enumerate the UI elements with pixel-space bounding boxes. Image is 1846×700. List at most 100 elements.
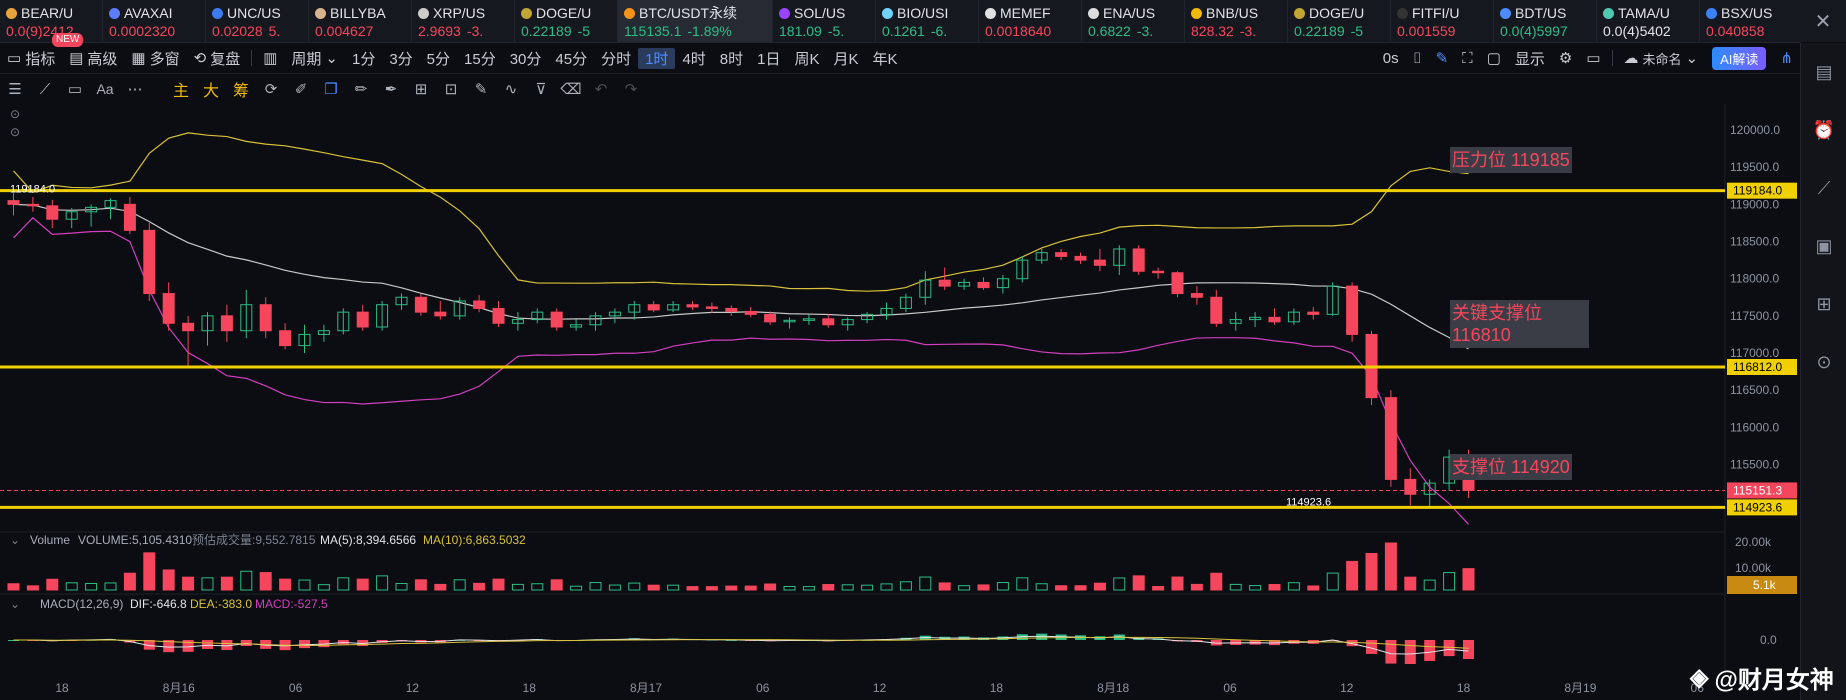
measure-icon[interactable]: ⊞ (414, 81, 428, 98)
main-chart-toggle[interactable]: 主 (172, 83, 189, 100)
advanced-button[interactable]: ▤ 高级 (62, 48, 124, 69)
ticker-item[interactable]: DOGE/U 0.22189 -5 (515, 0, 618, 42)
candle-body (162, 293, 175, 324)
pencil-icon[interactable]: ✏ (354, 81, 368, 98)
ticker-price: 0.040858 (1706, 22, 1800, 40)
connect-icon[interactable]: ⊙ (1816, 351, 1832, 372)
ticker-item[interactable]: BILLYBA 0.004627 (309, 0, 412, 42)
share-icon[interactable]: ⋔ (1780, 50, 1793, 67)
ticker-item[interactable]: UNC/US 0.02028 5. (206, 0, 309, 42)
magnet-icon[interactable]: ∿ (504, 81, 518, 98)
ticker-item[interactable]: BTC/USDT永续 115135.1 -1.89% (618, 0, 773, 42)
ticker-item[interactable]: DOGE/U 0.22189 -5 (1288, 0, 1391, 42)
interval-tab[interactable]: 8时 (719, 50, 744, 68)
layout-icon[interactable]: ▢ (1486, 50, 1501, 67)
text-icon[interactable]: Aa (96, 81, 114, 97)
price-chart[interactable]: ⊙ ⊙ 120000.0 119500.0 119000.0 118500.0 118000… (0, 104, 1800, 700)
lock-icon[interactable]: ⊡ (444, 81, 458, 98)
interval-tab[interactable]: 3分 (389, 50, 413, 68)
menu-icon[interactable]: ☰ (8, 81, 22, 98)
drawing-toolbar: ☰ ⟋ ▭ Aa ⋯ 主 大 筹 ⟳ ✐ ❐ ✏ ✒ ⊞ ⊡ ✎ ∿ ⊽ ⌫ ↶… (0, 74, 1800, 105)
fullscreen-icon[interactable]: ⛶ (1462, 49, 1473, 67)
volume-tick-label: 10.00k (1735, 561, 1772, 575)
ticker-item[interactable]: TAMA/U 0.0(4)5402 (1597, 0, 1700, 42)
volume-bar (1190, 583, 1203, 591)
interval-tab[interactable]: 1分 (351, 50, 376, 68)
ticker-symbol: BTC/USDT永续 (639, 5, 737, 21)
display-button[interactable]: 显示 (1508, 48, 1552, 69)
last-price-label-bg (1727, 482, 1797, 499)
template-icon[interactable]: ▭ (1586, 50, 1601, 67)
macd-bar (1366, 640, 1377, 654)
candle-body (279, 330, 292, 347)
ticker-item[interactable]: SOL/US 181.09 -5. (773, 0, 876, 42)
ticker-item[interactable]: BIO/USI 0.1261 -6. (876, 0, 979, 42)
ticker-item[interactable]: MEMEF 0.0018640 (979, 0, 1082, 42)
rectangle-icon[interactable]: ▭ (67, 81, 83, 98)
close-icon[interactable]: ✕ (1800, 0, 1846, 42)
macd-tick-label: 0.0 (1760, 633, 1777, 647)
brush-icon[interactable]: ✐ (294, 81, 308, 98)
ticker-item[interactable]: AVAXAI 0.0002320 (103, 0, 206, 42)
chart-type-button[interactable]: ▥ (256, 49, 284, 67)
undo-icon[interactable]: ↶ (594, 81, 608, 98)
ticker-item[interactable]: FITFI/U 0.001559 (1391, 0, 1494, 42)
filter-icon[interactable]: ⊽ (535, 81, 547, 98)
volume-bar (414, 579, 427, 591)
note-icon[interactable]: ✎ (474, 81, 488, 98)
interval-tab[interactable]: 30分 (509, 50, 542, 68)
candle-body (822, 318, 835, 326)
replay-button[interactable]: ⟲ 复盘 (187, 48, 248, 69)
sync-icon[interactable]: ⟳ (264, 81, 278, 98)
interval-tab[interactable]: 1时 (638, 47, 676, 69)
volume-bar (1113, 577, 1126, 591)
interval-tab[interactable]: 月K (833, 50, 859, 68)
indicators-button[interactable]: ▭ 指标 (0, 48, 62, 69)
interval-tab[interactable]: 5分 (426, 50, 451, 68)
interval-tab[interactable]: 1日 (757, 50, 781, 68)
redo-icon[interactable]: ↷ (624, 81, 638, 98)
ticker-price: 0.22189 -5 (521, 22, 617, 40)
candle-body (104, 200, 117, 208)
dashboard-icon[interactable]: ▣ (1815, 235, 1833, 256)
trend-icon[interactable]: ⟋ (1817, 177, 1831, 198)
ticker-change: 5. (268, 23, 281, 39)
candle-body (686, 304, 699, 308)
boll-mid-line (13, 203, 1469, 350)
pen-icon[interactable]: ✎ (1435, 50, 1449, 67)
chip-toggle[interactable]: 筹 (232, 83, 249, 100)
list-icon[interactable]: ▤ (1815, 61, 1833, 82)
big-toggle[interactable]: 大 (202, 83, 219, 100)
interval-tab[interactable]: 周K (794, 50, 820, 68)
settings-icon[interactable]: ⚙ (1558, 50, 1573, 67)
multi-window-button[interactable]: ▦ 多窗 (124, 48, 186, 69)
volume-bar (628, 582, 641, 591)
ticker-item[interactable]: BSX/US 0.040858 (1700, 0, 1800, 42)
more-icon[interactable]: ⋯ (127, 81, 143, 98)
copy-icon[interactable]: ❐ (324, 81, 338, 98)
grid-icon[interactable]: ⊞ (1816, 293, 1832, 314)
ticker-item[interactable]: XRP/US 2.9693 -3. (412, 0, 515, 42)
interval-tab[interactable]: 45分 (555, 50, 588, 68)
cloud-layout-dropdown[interactable]: ☁ 未命名 ⌄ (1617, 49, 1706, 68)
interval-tab[interactable]: 年K (872, 50, 898, 68)
trash-icon[interactable]: ⌫ (560, 81, 582, 98)
ticker-item[interactable]: BNB/US 828.32 -3. (1185, 0, 1288, 42)
ruler-icon[interactable]: ⟋ (39, 80, 51, 98)
coin-icon (315, 7, 326, 19)
camera-icon[interactable]: ⌷ (1412, 49, 1422, 67)
interval-tab[interactable]: 15分 (464, 50, 496, 68)
interval-tab[interactable]: 4时 (682, 50, 706, 68)
alarm-icon[interactable]: ⏰ (1812, 119, 1836, 140)
volume-bar (1210, 572, 1223, 591)
ticker-price: 0.1261 -6. (882, 22, 978, 40)
candle-body (511, 319, 524, 324)
ticker-item[interactable]: ENA/US 0.6822 -3. (1082, 0, 1185, 42)
marker-icon[interactable]: ✒ (384, 81, 398, 98)
macd-value: MACD:-527.5 (255, 597, 328, 611)
ticker-change: -6. (930, 23, 948, 39)
ticker-item[interactable]: BDT/US 0.0(4)5997 (1494, 0, 1597, 42)
ai-read-button[interactable]: AI解读 (1705, 46, 1773, 70)
interval-tab[interactable]: 分时 (601, 50, 632, 68)
period-dropdown[interactable]: 周期 ⌄ (284, 48, 345, 69)
